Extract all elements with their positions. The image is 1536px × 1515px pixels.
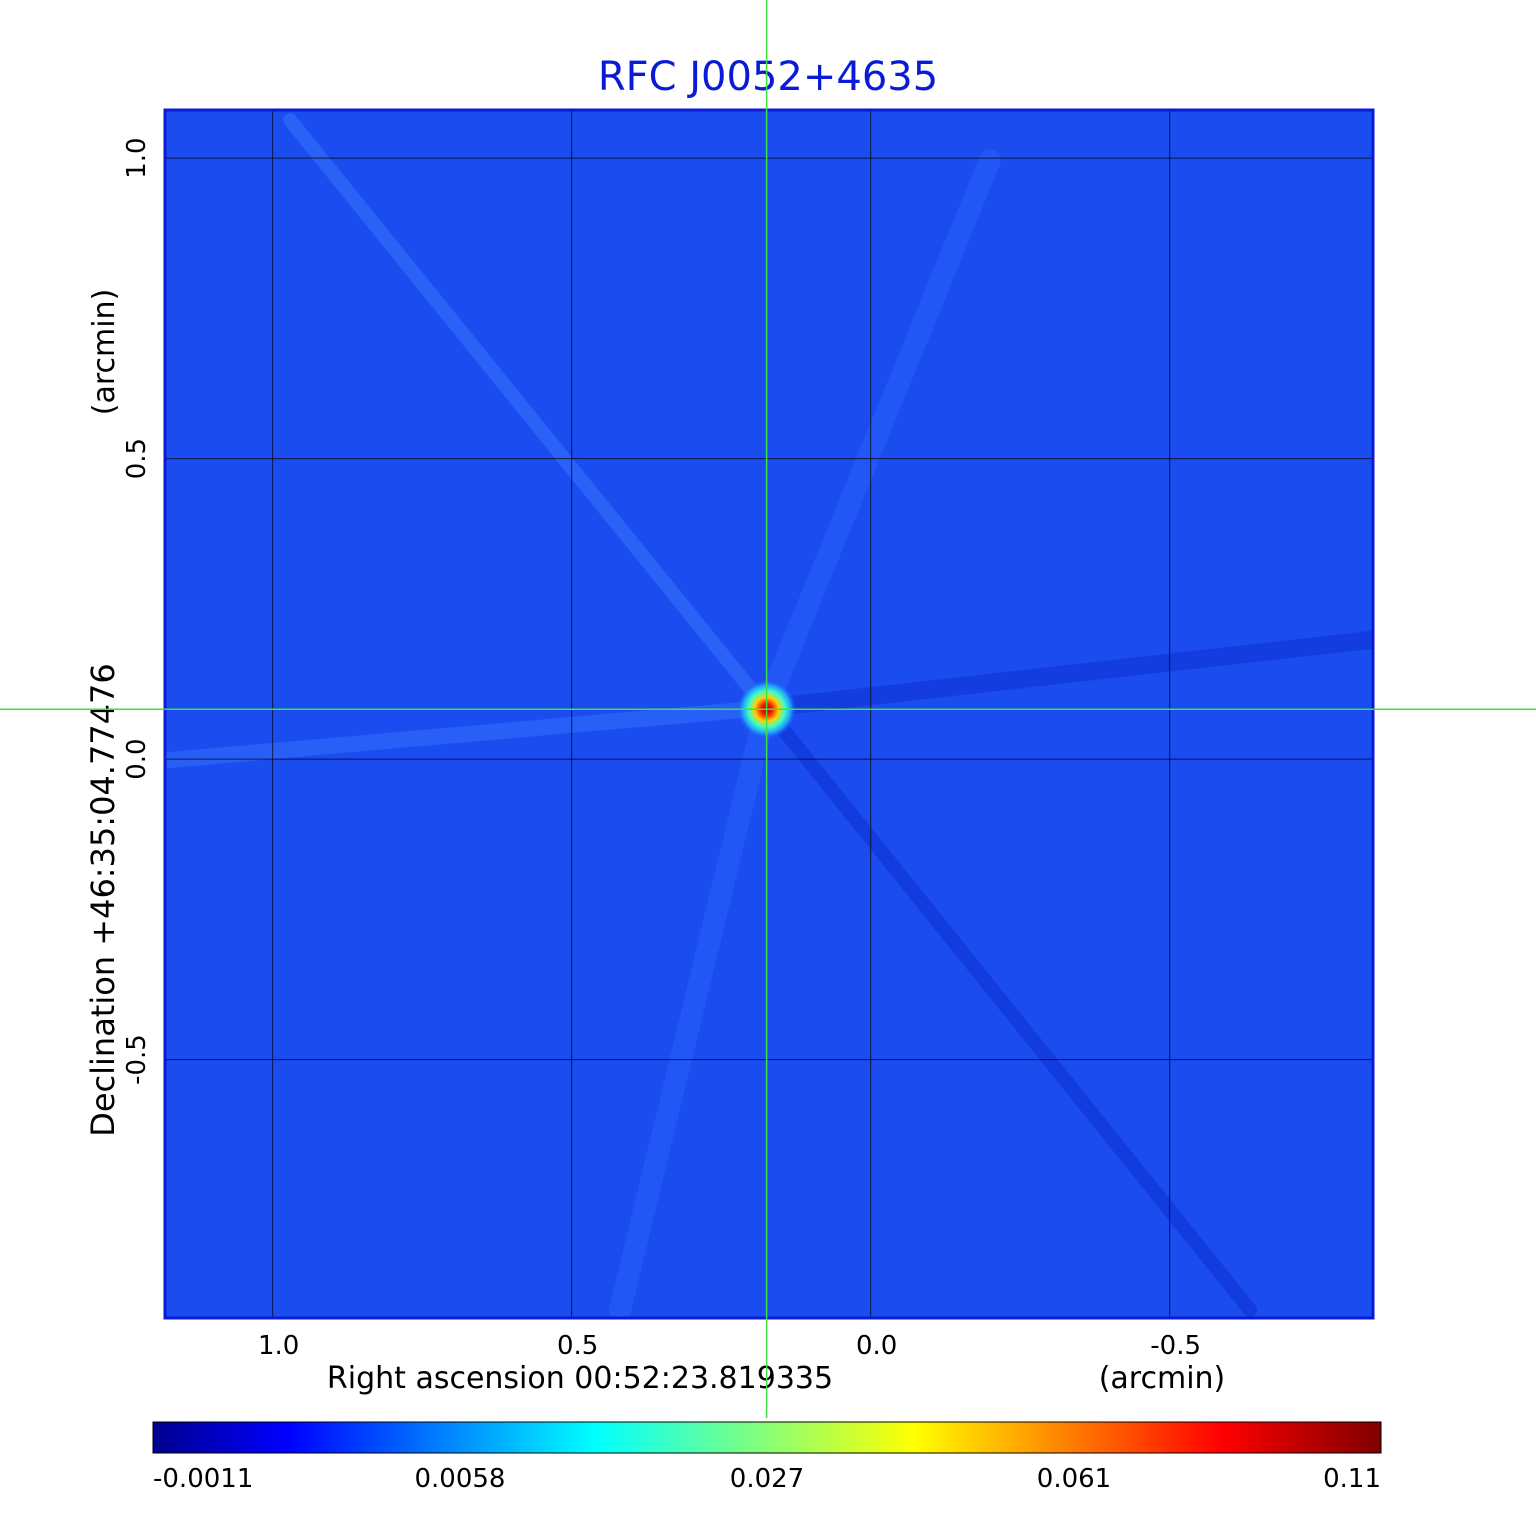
colorbar-tick-label: 0.11 bbox=[1323, 1464, 1381, 1494]
streak-e bbox=[757, 631, 1373, 717]
sidelobe-streaks bbox=[165, 113, 1373, 1318]
map-area bbox=[165, 110, 1373, 1318]
y-axis-ticks: 1.0 0.5 0.0 -0.5 bbox=[122, 137, 152, 1085]
colorbar-tick-label: 0.027 bbox=[730, 1464, 804, 1494]
streak-nw bbox=[283, 113, 773, 715]
x-tick-label: -0.5 bbox=[1150, 1331, 1201, 1361]
x-axis-label: Right ascension 00:52:23.819335 bbox=[327, 1361, 833, 1396]
crosshair bbox=[0, 0, 1536, 1418]
x-axis-ticks: 1.0 0.5 0.0 -0.5 bbox=[258, 1331, 1201, 1361]
y-axis-unit: (arcmin) bbox=[87, 289, 122, 416]
x-axis-unit: (arcmin) bbox=[1099, 1361, 1226, 1396]
colorbar bbox=[152, 1421, 1382, 1454]
y-tick-label: 0.0 bbox=[122, 738, 152, 779]
x-tick-label: 1.0 bbox=[258, 1331, 299, 1361]
coordinate-grid bbox=[165, 110, 1373, 1318]
colorbar-tick-label: 0.061 bbox=[1037, 1464, 1111, 1494]
y-tick-label: -0.5 bbox=[122, 1034, 152, 1085]
colorbar-tick-label: 0.0058 bbox=[415, 1464, 506, 1494]
y-axis-label: Declination +46:35:04.77476 bbox=[84, 663, 122, 1137]
streak-sw bbox=[609, 697, 777, 1318]
y-tick-label: 0.5 bbox=[122, 438, 152, 479]
colorbar-ticks: -0.0011 0.0058 0.027 0.061 0.11 bbox=[153, 1464, 1381, 1494]
y-tick-label: 1.0 bbox=[122, 137, 152, 178]
plot-frame bbox=[163, 108, 1375, 1320]
streak-w bbox=[165, 700, 774, 768]
streak-ne bbox=[755, 149, 1001, 719]
colorbar-tick-label: -0.0011 bbox=[153, 1464, 253, 1494]
chart-title: RFC J0052+4635 bbox=[598, 54, 938, 100]
x-tick-label: 0.0 bbox=[856, 1331, 897, 1361]
x-tick-label: 0.5 bbox=[557, 1331, 598, 1361]
